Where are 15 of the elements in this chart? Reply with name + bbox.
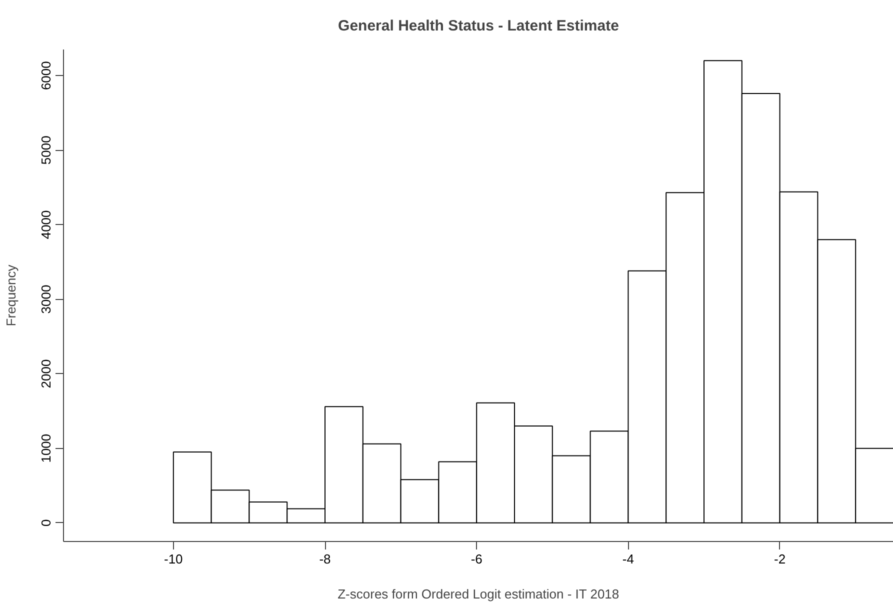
y-tick-label: 6000 <box>38 61 54 90</box>
y-axis-title: Frequency <box>4 264 18 326</box>
y-tick-label: 3000 <box>38 284 54 314</box>
y-tick-label: 1000 <box>38 434 54 463</box>
x-tick-label: -4 <box>622 552 634 566</box>
x-tick-label: -2 <box>774 552 786 566</box>
x-tick-label: -8 <box>319 552 331 566</box>
y-tick-label: 5000 <box>38 136 54 165</box>
x-tick-label: -6 <box>470 552 482 566</box>
y-tick-label: 2000 <box>38 359 54 388</box>
y-tick-label: 0 <box>38 519 54 526</box>
chart-title: General Health Status - Latent Estimate <box>338 18 619 34</box>
x-axis-title: Z-scores form Ordered Logit estimation - IT 2018 <box>338 586 620 602</box>
x-tick-label: -10 <box>164 552 183 566</box>
y-tick-label: 4000 <box>38 210 54 240</box>
